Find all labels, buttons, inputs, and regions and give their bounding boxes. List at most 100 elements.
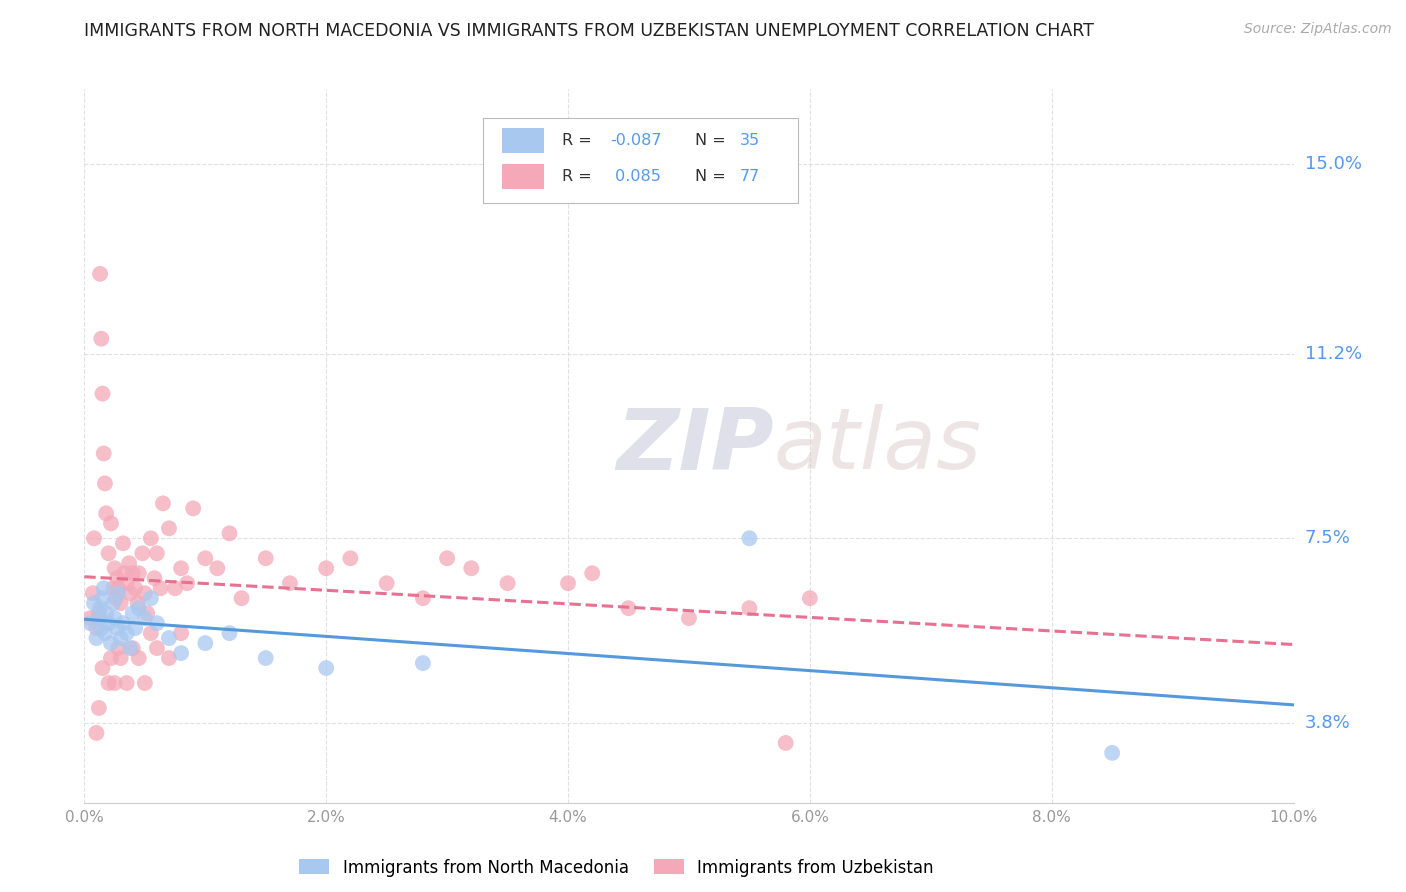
Point bbox=[254, 651, 277, 665]
Point bbox=[207, 561, 229, 575]
Point bbox=[110, 631, 132, 645]
Point bbox=[121, 566, 143, 581]
Text: 3.8%: 3.8% bbox=[1305, 714, 1350, 732]
Point bbox=[496, 576, 519, 591]
Point bbox=[87, 606, 110, 620]
Point bbox=[107, 581, 129, 595]
Point bbox=[194, 636, 217, 650]
Point bbox=[97, 616, 120, 631]
Point bbox=[121, 606, 143, 620]
Point bbox=[100, 516, 122, 531]
Point bbox=[87, 611, 110, 625]
Point bbox=[218, 526, 240, 541]
Point bbox=[104, 676, 127, 690]
Point bbox=[107, 586, 129, 600]
Point bbox=[94, 476, 117, 491]
Point bbox=[678, 611, 700, 625]
Point bbox=[134, 586, 156, 600]
Point bbox=[105, 571, 128, 585]
Legend: Immigrants from North Macedonia, Immigrants from Uzbekistan: Immigrants from North Macedonia, Immigra… bbox=[299, 858, 934, 877]
Point bbox=[170, 561, 193, 575]
Point bbox=[581, 566, 603, 581]
Point bbox=[97, 546, 120, 560]
Point bbox=[127, 596, 149, 610]
Point bbox=[107, 641, 129, 656]
Point bbox=[90, 621, 112, 635]
Point bbox=[139, 626, 162, 640]
Text: 35: 35 bbox=[740, 133, 759, 148]
Point bbox=[557, 576, 579, 591]
Text: N =: N = bbox=[695, 169, 731, 184]
Point bbox=[194, 551, 217, 566]
Point bbox=[176, 576, 198, 591]
Point bbox=[139, 531, 162, 545]
Point bbox=[775, 736, 797, 750]
Point bbox=[79, 616, 101, 631]
Point bbox=[118, 556, 141, 570]
Point bbox=[90, 332, 112, 346]
Point bbox=[157, 651, 180, 665]
Point bbox=[136, 606, 159, 620]
Point bbox=[339, 551, 361, 566]
Point bbox=[146, 616, 169, 631]
Point bbox=[146, 546, 169, 560]
Point bbox=[181, 501, 204, 516]
Point bbox=[91, 661, 114, 675]
Point bbox=[79, 611, 101, 625]
Point bbox=[120, 641, 142, 656]
Text: Source: ZipAtlas.com: Source: ZipAtlas.com bbox=[1244, 22, 1392, 37]
Point bbox=[315, 661, 337, 675]
Text: 7.5%: 7.5% bbox=[1305, 529, 1351, 548]
Point bbox=[83, 531, 105, 545]
Text: 77: 77 bbox=[740, 169, 761, 184]
Point bbox=[139, 591, 162, 606]
Point bbox=[104, 591, 127, 606]
Point bbox=[157, 521, 180, 535]
Point bbox=[115, 576, 138, 591]
Point bbox=[412, 656, 434, 670]
Text: atlas: atlas bbox=[773, 404, 981, 488]
Point bbox=[149, 581, 172, 595]
Point bbox=[231, 591, 253, 606]
Point bbox=[120, 586, 142, 600]
Point bbox=[254, 551, 277, 566]
Point bbox=[218, 626, 240, 640]
Point bbox=[93, 446, 115, 460]
Point bbox=[146, 641, 169, 656]
Point bbox=[128, 566, 150, 581]
Point bbox=[100, 651, 122, 665]
Point bbox=[124, 581, 146, 595]
Point bbox=[134, 676, 156, 690]
Point bbox=[97, 676, 120, 690]
Point bbox=[93, 581, 115, 595]
Point bbox=[86, 621, 108, 635]
Text: N =: N = bbox=[695, 133, 731, 148]
Point bbox=[738, 601, 761, 615]
Text: ZIP: ZIP bbox=[616, 404, 773, 488]
Point bbox=[91, 591, 114, 606]
Text: IMMIGRANTS FROM NORTH MACEDONIA VS IMMIGRANTS FROM UZBEKISTAN UNEMPLOYMENT CORRE: IMMIGRANTS FROM NORTH MACEDONIA VS IMMIG… bbox=[84, 22, 1094, 40]
Point bbox=[104, 611, 127, 625]
FancyBboxPatch shape bbox=[502, 164, 544, 189]
Point bbox=[86, 631, 108, 645]
Point bbox=[105, 621, 128, 635]
Point bbox=[82, 586, 104, 600]
Point bbox=[94, 606, 117, 620]
Point bbox=[157, 631, 180, 645]
Point bbox=[94, 626, 117, 640]
Point bbox=[128, 651, 150, 665]
Point bbox=[436, 551, 458, 566]
Point bbox=[617, 601, 640, 615]
Point bbox=[110, 596, 132, 610]
Point bbox=[115, 626, 138, 640]
Point bbox=[460, 561, 482, 575]
Point bbox=[799, 591, 821, 606]
Text: -0.087: -0.087 bbox=[610, 133, 662, 148]
Point bbox=[143, 571, 166, 585]
FancyBboxPatch shape bbox=[502, 128, 544, 153]
Point bbox=[94, 507, 117, 521]
Point bbox=[115, 676, 138, 690]
Text: R =: R = bbox=[562, 133, 598, 148]
Point bbox=[375, 576, 398, 591]
Point bbox=[83, 596, 105, 610]
